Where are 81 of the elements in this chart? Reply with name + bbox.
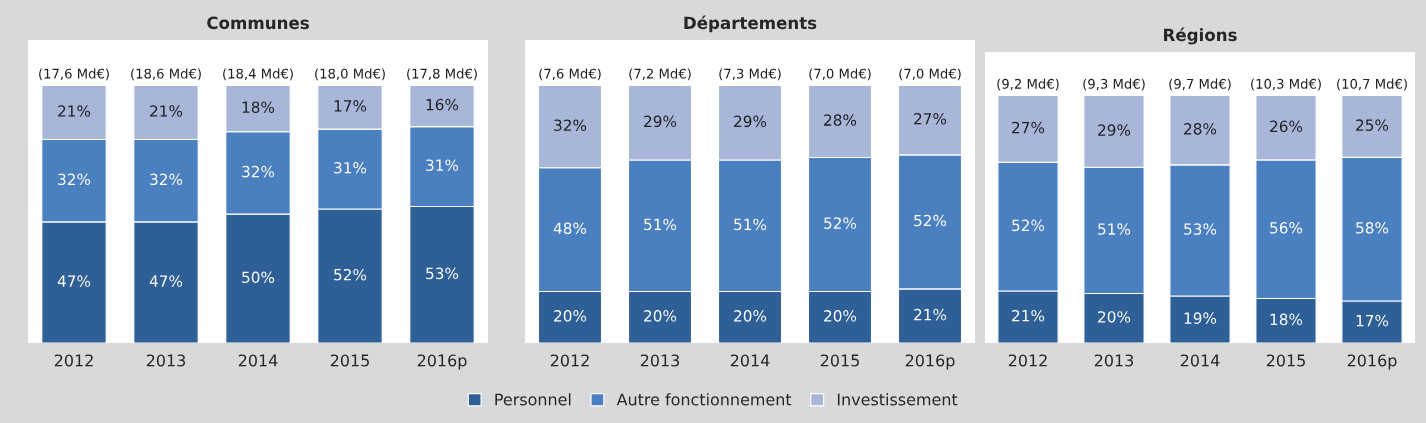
x-tick-label: 2016p [417,354,467,370]
data-label: 25% [1356,119,1389,131]
annotation: (9,3 Md€) [1083,78,1145,91]
data-label: 31% [334,161,367,174]
data-label: 18% [242,101,275,113]
x-tick-label: 2016p [905,354,955,370]
annotation: (17,8 Md€) [407,68,477,81]
data-label: 52% [1012,219,1045,232]
data-label: 47% [149,275,183,287]
data-label: 28% [1184,123,1217,135]
x-tick-label: 2014 [730,354,770,367]
x-tick-label: 2015 [820,354,859,367]
chart-title: Départements [684,15,817,33]
data-label: 20% [824,310,857,322]
annotation: (7,3 Md€) [719,68,781,81]
chart-title: Régions [1164,27,1237,45]
data-label: 21% [150,105,183,117]
data-label: 51% [734,218,767,231]
data-label: 31% [426,159,459,171]
data-label: 17% [1356,314,1389,327]
data-label: 53% [426,267,459,280]
x-tick-label: 2015 [1266,354,1305,367]
x-tick-label: 2015 [330,354,369,367]
data-label: 50% [242,271,275,284]
data-label: 47% [57,275,91,287]
data-label: 51% [644,218,677,231]
data-label: 18% [1270,313,1303,326]
data-label: 20% [1098,311,1131,323]
data-label: 19% [1184,312,1217,324]
legend-label: Personnel [495,393,571,406]
x-tick-label: 2016p [1347,354,1397,370]
annotation: (7,0 Md€) [899,68,961,81]
data-label: 20% [644,310,677,322]
data-label: 52% [914,214,947,227]
x-tick-label: 2014 [1180,354,1220,367]
annotation: (9,2 Md€) [997,78,1059,91]
data-label: 21% [1012,309,1045,322]
data-label: 28% [824,114,857,126]
legend-label: Autre fonctionnement [616,393,792,406]
data-label: 29% [644,115,677,128]
annotation: (17,6 Md€) [39,68,109,81]
x-tick-label: 2013 [1094,354,1134,367]
annotation: (10,7 Md€) [1337,78,1407,91]
annotation: (9,7 Md€) [1169,78,1231,91]
x-tick-label: 2014 [238,354,278,367]
x-tick-label: 2013 [640,354,680,367]
data-label: 56% [1270,222,1303,234]
data-label: 26% [1270,120,1303,133]
data-label: 32% [554,119,587,131]
data-label: 29% [1098,124,1131,136]
annotation: (7,6 Md€) [539,68,601,81]
data-label: 17% [334,100,367,112]
legend-label: Investissement [837,393,958,406]
chart-title: Communes [207,16,309,30]
annotation: (18,6 Md€) [131,68,201,81]
data-label: 16% [426,98,459,111]
data-label: 20% [554,310,587,322]
data-label: 29% [734,115,767,128]
data-label: 32% [242,165,275,178]
data-label: 32% [58,173,91,186]
data-label: 52% [334,268,367,281]
data-label: 58% [1356,222,1389,234]
x-tick-label: 2012 [550,354,589,367]
data-label: 53% [1184,223,1217,235]
data-label: 20% [734,310,767,322]
data-label: 48% [553,222,587,235]
x-tick-label: 2013 [146,354,186,367]
x-tick-label: 2012 [1008,354,1047,367]
data-label: 51% [1098,223,1131,235]
x-tick-label: 2012 [54,354,93,367]
annotation: (10,3 Md€) [1251,78,1321,91]
data-label: 27% [1012,121,1045,134]
annotation: (18,4 Md€) [223,68,293,81]
annotation: (18,0 Md€) [315,68,385,81]
data-label: 32% [150,173,183,186]
data-label: 52% [824,217,857,229]
annotation: (7,0 Md€) [809,68,871,81]
annotation: (7,2 Md€) [629,68,691,81]
data-label: 21% [914,308,947,321]
data-label: 27% [914,113,947,125]
data-label: 21% [58,105,91,117]
